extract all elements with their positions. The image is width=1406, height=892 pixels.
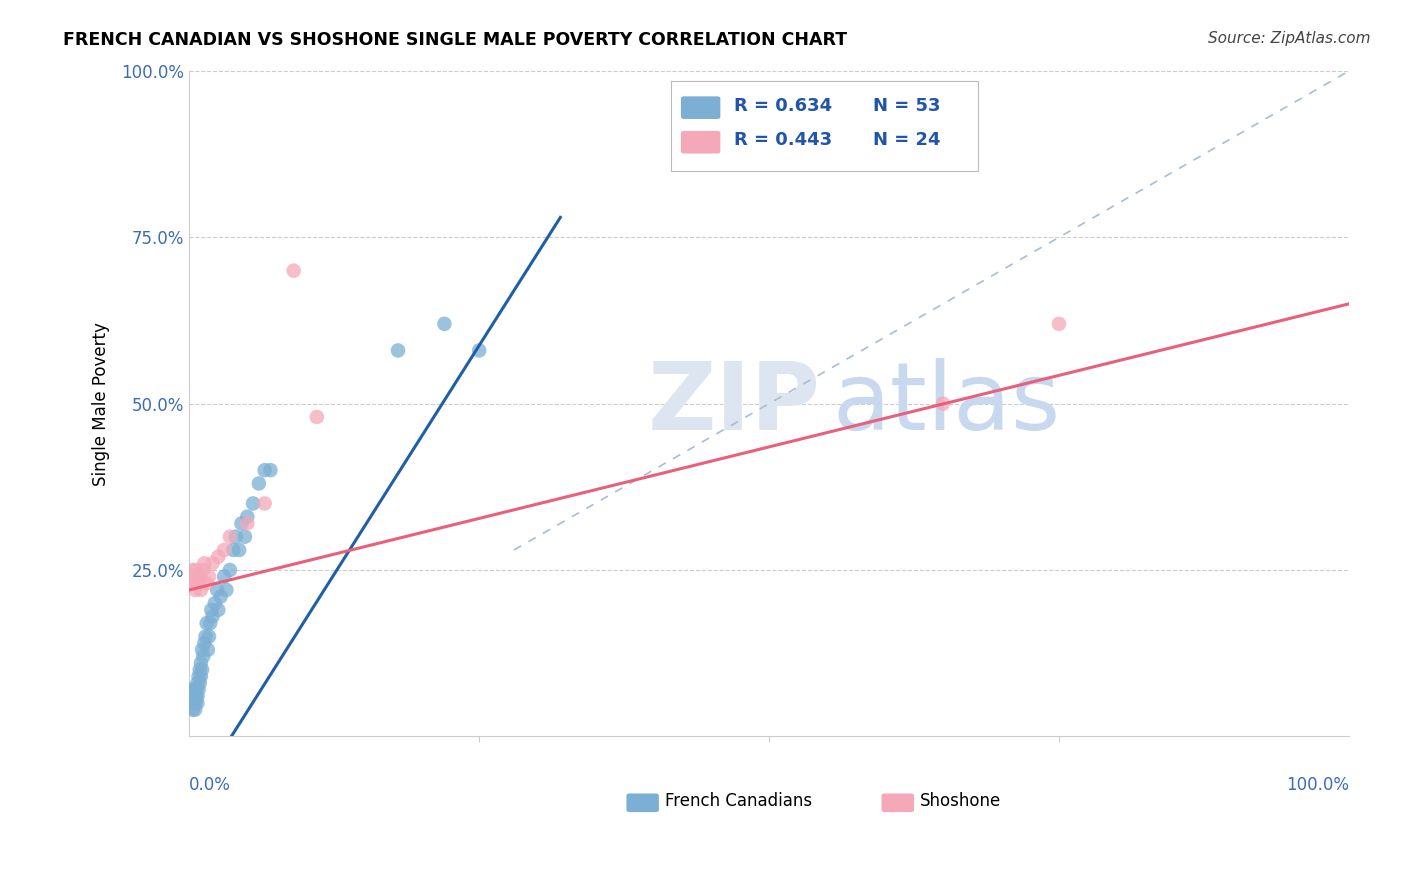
Point xyxy=(283,263,305,277)
Point xyxy=(186,682,208,697)
Point xyxy=(219,563,242,577)
Point xyxy=(207,603,229,617)
Text: 0.0%: 0.0% xyxy=(190,776,231,794)
Point xyxy=(1047,317,1070,331)
Text: Shoshone: Shoshone xyxy=(920,791,1001,810)
Point xyxy=(190,582,212,597)
Text: FRENCH CANADIAN VS SHOSHONE SINGLE MALE POVERTY CORRELATION CHART: FRENCH CANADIAN VS SHOSHONE SINGLE MALE … xyxy=(63,31,848,49)
Point xyxy=(205,582,228,597)
Point xyxy=(181,563,204,577)
Point xyxy=(180,690,202,704)
Point xyxy=(259,463,281,477)
Point xyxy=(387,343,409,358)
Point xyxy=(186,569,208,583)
Point xyxy=(305,409,328,424)
Point xyxy=(179,696,201,710)
Point xyxy=(247,476,270,491)
Point xyxy=(198,616,221,631)
Point xyxy=(186,676,208,690)
Point xyxy=(187,669,209,683)
Point xyxy=(191,663,214,677)
Point xyxy=(215,582,238,597)
FancyBboxPatch shape xyxy=(627,794,659,812)
Point xyxy=(191,642,214,657)
Point xyxy=(181,703,204,717)
Point xyxy=(233,530,256,544)
FancyBboxPatch shape xyxy=(671,81,977,171)
Text: N = 24: N = 24 xyxy=(873,131,941,149)
Y-axis label: Single Male Poverty: Single Male Poverty xyxy=(93,322,110,485)
Point xyxy=(187,576,209,591)
Point xyxy=(225,530,247,544)
Point xyxy=(187,682,209,697)
Point xyxy=(186,696,208,710)
Text: French Canadians: French Canadians xyxy=(665,791,811,810)
Point xyxy=(193,649,215,664)
Point xyxy=(193,563,215,577)
Point xyxy=(242,496,264,510)
Point xyxy=(200,603,222,617)
Point xyxy=(212,569,235,583)
Point xyxy=(201,609,224,624)
Point xyxy=(190,669,212,683)
Point xyxy=(184,696,207,710)
Point xyxy=(204,596,226,610)
FancyBboxPatch shape xyxy=(882,794,914,812)
Point xyxy=(193,636,215,650)
Point xyxy=(932,397,955,411)
Point xyxy=(236,516,259,531)
Point xyxy=(180,682,202,697)
Point xyxy=(193,557,215,571)
Point xyxy=(195,616,218,631)
Point xyxy=(253,496,276,510)
Text: R = 0.443: R = 0.443 xyxy=(734,131,832,149)
Point xyxy=(183,696,205,710)
Point xyxy=(236,509,259,524)
Point xyxy=(184,582,207,597)
Point xyxy=(219,530,242,544)
Point xyxy=(195,576,218,591)
Point xyxy=(184,703,207,717)
Point xyxy=(186,690,208,704)
Point xyxy=(181,696,204,710)
FancyBboxPatch shape xyxy=(681,131,720,153)
Point xyxy=(468,343,491,358)
FancyBboxPatch shape xyxy=(681,96,720,119)
Point xyxy=(197,642,219,657)
Point xyxy=(194,630,217,644)
Point xyxy=(231,516,253,531)
Point xyxy=(186,690,208,704)
Point xyxy=(198,569,221,583)
Point xyxy=(222,543,245,558)
Point xyxy=(207,549,229,564)
Point xyxy=(184,682,207,697)
Point xyxy=(183,576,205,591)
Point xyxy=(188,569,211,583)
Text: R = 0.634: R = 0.634 xyxy=(734,97,832,115)
Point xyxy=(186,563,208,577)
Text: Source: ZipAtlas.com: Source: ZipAtlas.com xyxy=(1208,31,1371,46)
Point xyxy=(179,576,201,591)
Text: 100.0%: 100.0% xyxy=(1286,776,1348,794)
Point xyxy=(212,543,235,558)
Text: ZIP: ZIP xyxy=(647,358,820,450)
Point xyxy=(181,690,204,704)
Text: atlas: atlas xyxy=(832,358,1062,450)
Point xyxy=(433,317,456,331)
Point xyxy=(209,590,232,604)
Point xyxy=(253,463,276,477)
Point xyxy=(180,569,202,583)
Point xyxy=(228,543,250,558)
Point xyxy=(188,676,211,690)
Point xyxy=(188,663,211,677)
Text: N = 53: N = 53 xyxy=(873,97,941,115)
Point xyxy=(183,690,205,704)
Point xyxy=(201,557,224,571)
Point xyxy=(190,656,212,670)
Point xyxy=(198,630,221,644)
